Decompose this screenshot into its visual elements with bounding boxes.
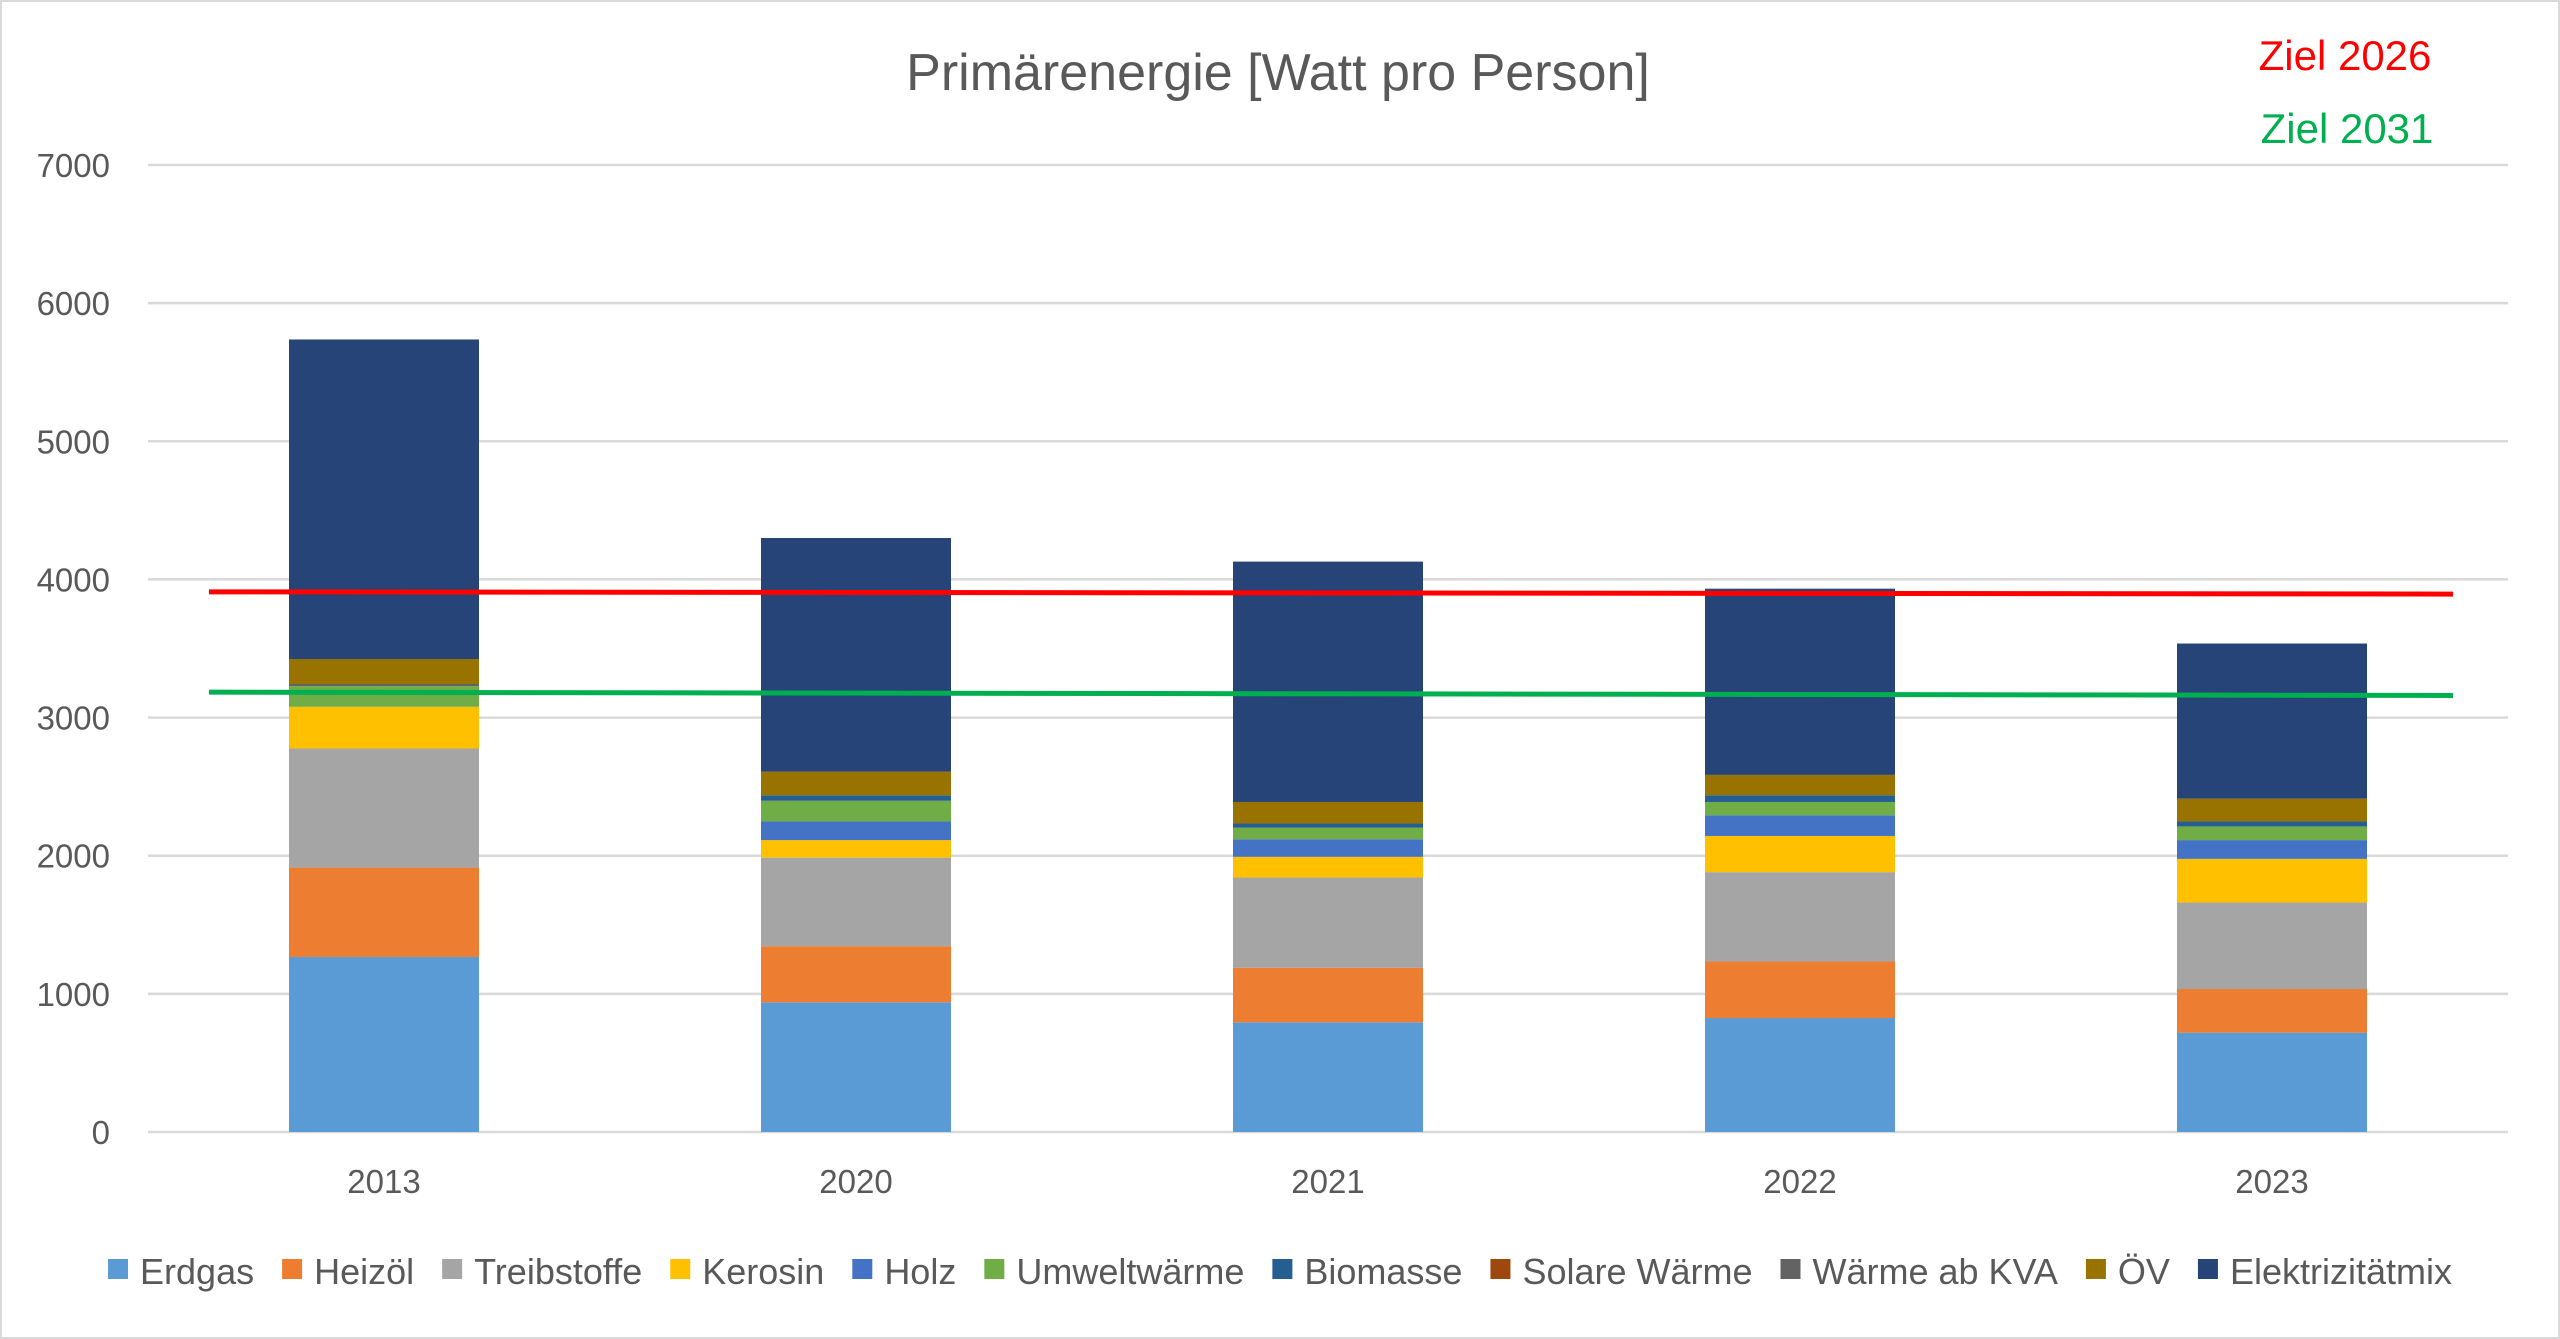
chart-title: Primärenergie [Watt pro Person] [906,44,1650,102]
bar-segment-umweltw-rme-2022 [1705,801,1895,816]
bar-segment-heiz-l-2022 [1705,961,1895,1019]
bar-segment-umweltw-rme-2013 [289,686,479,707]
bar-segment--v-2020 [761,771,951,796]
legend-label: Erdgas [140,1251,254,1292]
legend-label: Kerosin [702,1251,824,1292]
bar-segment--v-2021 [1233,801,1423,824]
bar-segment-kerosin-2022 [1705,835,1895,873]
x-tick-label: 2021 [1291,1163,1364,1200]
bar-segment-treibstoffe-2021 [1233,877,1423,968]
bar-segment-elektrizit-tmix-2013 [289,339,479,659]
legend-label: Umweltwärme [1016,1251,1244,1292]
y-tick-label: 1000 [37,976,110,1013]
bar-segment-holz-2021 [1233,839,1423,857]
legend-swatch [1272,1259,1293,1279]
legend-swatch [670,1259,691,1279]
x-tick-label: 2022 [1763,1163,1836,1200]
bar-segment-treibstoffe-2022 [1705,872,1895,962]
bar-segment-kerosin-2023 [2177,858,2367,903]
bar-segment-w-rme-ab-kva-2013 [289,684,479,687]
legend-label: Solare Wärme [1522,1251,1752,1292]
legend-swatch [442,1259,463,1279]
legend-swatch [1780,1259,1801,1279]
legend-label: Treibstoffe [474,1251,642,1292]
bar-segment-erdgas-2020 [761,1002,951,1132]
target-line-0 [208,589,2454,597]
target-label-2031: Ziel 2031 [2261,105,2434,152]
legend-label: ÖV [2118,1251,2170,1292]
bars [289,339,2367,1132]
legend-label: Wärme ab KVA [1813,1251,2058,1292]
y-axis-ticks: 0 1000 2000 3000 4000 5000 6000 7000 [37,147,110,1151]
bar-segment--v-2023 [2177,798,2367,822]
bar-segment-heiz-l-2021 [1233,967,1423,1023]
bar-segment-erdgas-2013 [289,956,479,1132]
legend-label: Biomasse [1304,1251,1462,1292]
bar-segment-elektrizit-tmix-2020 [761,537,951,772]
x-tick-label: 2020 [819,1163,892,1200]
bar-segment-heiz-l-2020 [761,946,951,1003]
legend-swatch [2197,1259,2218,1279]
target-lines [208,589,2454,698]
y-tick-label: 7000 [37,147,110,184]
bar-segment-heiz-l-2013 [289,867,479,957]
bar-segment-treibstoffe-2020 [761,857,951,947]
bar-segment-erdgas-2023 [2177,1032,2367,1132]
legend-label: Holz [884,1251,956,1292]
x-axis-ticks: 2013 2020 2021 2022 2023 [347,1163,2308,1200]
bar-segment--v-2013 [289,658,479,685]
bar-segment-heiz-l-2023 [2177,989,2367,1033]
bar-segment--v-2022 [1705,774,1895,796]
legend-swatch [852,1259,873,1279]
target-line-1 [208,689,2454,698]
bar-segment-erdgas-2021 [1233,1022,1423,1132]
x-tick-label: 2023 [2235,1163,2308,1200]
y-tick-label: 2000 [37,838,110,875]
x-tick-label: 2013 [347,1163,420,1200]
y-tick-label: 0 [92,1114,110,1151]
legend-label: Elektrizitätmix [2230,1251,2452,1292]
y-tick-label: 5000 [37,423,110,460]
bar-segment-holz-2020 [761,821,951,841]
y-tick-label: 6000 [37,285,110,322]
bar-segment-kerosin-2020 [761,840,951,858]
bar-segment-umweltw-rme-2020 [761,800,951,822]
bar-segment-elektrizit-tmix-2021 [1233,561,1423,802]
y-tick-label: 4000 [37,561,110,598]
legend-swatch [282,1259,303,1279]
bar-segment-treibstoffe-2013 [289,748,479,868]
bar-segment-umweltw-rme-2023 [2177,826,2367,841]
legend-swatch [1490,1259,1511,1279]
legend: Erdgas Heizöl Treibstoffe Kerosin Holz Umwelt… [108,1251,2452,1292]
bar-segment-erdgas-2022 [1705,1018,1895,1132]
legend-swatch [108,1259,129,1279]
y-tick-label: 3000 [37,700,110,737]
bar-segment-holz-2022 [1705,815,1895,836]
bar-segment-biomasse-2023 [2177,821,2367,827]
bar-segment-kerosin-2021 [1233,856,1423,878]
bar-segment-holz-2023 [2177,840,2367,859]
bar-segment-biomasse-2021 [1233,823,1423,828]
legend-swatch [984,1259,1005,1279]
bar-segment-biomasse-2020 [761,795,951,801]
bar-segment-elektrizit-tmix-2022 [1705,588,1895,775]
target-label-2026: Ziel 2026 [2259,32,2432,79]
bar-segment-biomasse-2022 [1705,795,1895,802]
legend-swatch [2085,1259,2106,1279]
bar-segment-elektrizit-tmix-2023 [2177,643,2367,799]
bar-segment-kerosin-2013 [289,706,479,749]
bar-segment-treibstoffe-2023 [2177,902,2367,990]
legend-label: Heizöl [314,1251,414,1292]
bar-segment-umweltw-rme-2021 [1233,827,1423,840]
